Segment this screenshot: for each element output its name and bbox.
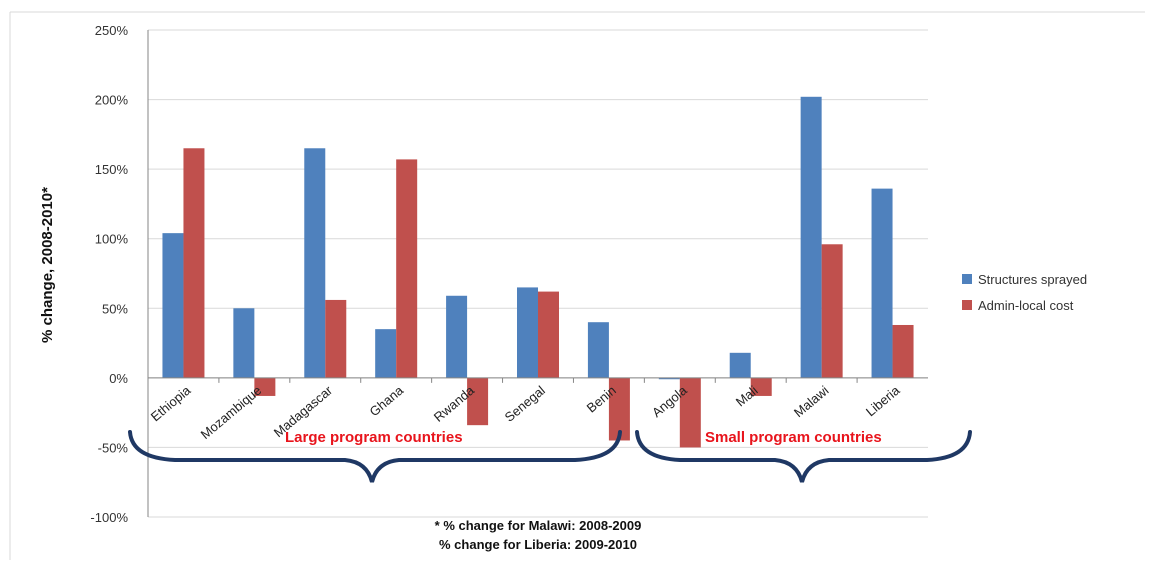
- legend-label-structures-sprayed: Structures sprayed: [978, 272, 1087, 287]
- category-label-senegal: Senegal: [502, 383, 548, 425]
- category-label-mozambique: Mozambique: [198, 383, 265, 442]
- footnote-malawi: * % change for Malawi: 2008-2009: [435, 518, 642, 533]
- category-label-ghana: Ghana: [367, 382, 407, 419]
- y-tick-label: 50%: [102, 301, 128, 316]
- bar-admin-local-cost-madagascar: [325, 299, 347, 378]
- bar-structures-sprayed-liberia: [871, 188, 893, 378]
- y-tick-label: -100%: [90, 510, 128, 525]
- bar-structures-sprayed-angola: [658, 377, 680, 380]
- y-tick-labels: -100% -50% 0% 50% 100% 150% 200% 250%: [90, 23, 128, 525]
- brace-small-program: [635, 430, 972, 483]
- bar-structures-sprayed-mali: [729, 352, 751, 378]
- legend-label-admin-local-cost: Admin-local cost: [978, 298, 1074, 313]
- bar-admin-local-cost-senegal: [538, 291, 559, 378]
- category-label-liberia: Liberia: [863, 382, 903, 419]
- bar-admin-local-cost-liberia: [892, 324, 914, 378]
- bar-admin-local-cost-mozambique: [254, 377, 276, 396]
- legend: Structures sprayed Admin-local cost: [962, 272, 1087, 313]
- legend-swatch-structures-sprayed: [962, 274, 972, 284]
- legend-swatch-admin-local-cost: [962, 300, 972, 310]
- bar-admin-local-cost-angola: [679, 377, 701, 448]
- bar-admin-local-cost-ethiopia: [183, 148, 205, 378]
- bar-structures-sprayed-rwanda: [446, 295, 468, 378]
- axes: [147, 30, 928, 517]
- brace-large-program: [128, 430, 622, 483]
- bar-structures-sprayed-senegal: [517, 287, 538, 378]
- y-tick-label: 100%: [95, 232, 129, 247]
- category-label-ethiopia: Ethiopia: [148, 382, 194, 424]
- bar-admin-local-cost-benin: [608, 377, 630, 441]
- bar-admin-local-cost-rwanda: [467, 377, 489, 426]
- bar-structures-sprayed-ghana: [375, 329, 397, 378]
- category-label-malawi: Malawi: [791, 383, 832, 421]
- bar-structures-sprayed-mozambique: [233, 308, 255, 378]
- bar-structures-sprayed-benin: [587, 322, 609, 378]
- bar-structures-sprayed-ethiopia: [162, 233, 184, 378]
- small-program-label: Small program countries: [705, 429, 882, 446]
- y-tick-label: 0%: [109, 371, 128, 386]
- y-tick-label: 150%: [95, 162, 129, 177]
- bar-admin-local-cost-mali: [750, 377, 772, 396]
- bar-admin-local-cost-ghana: [396, 159, 418, 378]
- y-tick-label: 250%: [95, 23, 129, 38]
- bar-admin-local-cost-malawi: [821, 244, 843, 378]
- bars: [162, 96, 914, 448]
- bar-structures-sprayed-malawi: [800, 96, 822, 378]
- y-axis-title: % change, 2008-2010*: [39, 187, 56, 343]
- y-tick-label: -50%: [98, 440, 129, 455]
- bar-structures-sprayed-madagascar: [304, 148, 326, 378]
- large-program-label: Large program countries: [285, 429, 463, 446]
- footnote-liberia: % change for Liberia: 2009-2010: [439, 537, 637, 552]
- y-tick-label: 200%: [95, 93, 129, 108]
